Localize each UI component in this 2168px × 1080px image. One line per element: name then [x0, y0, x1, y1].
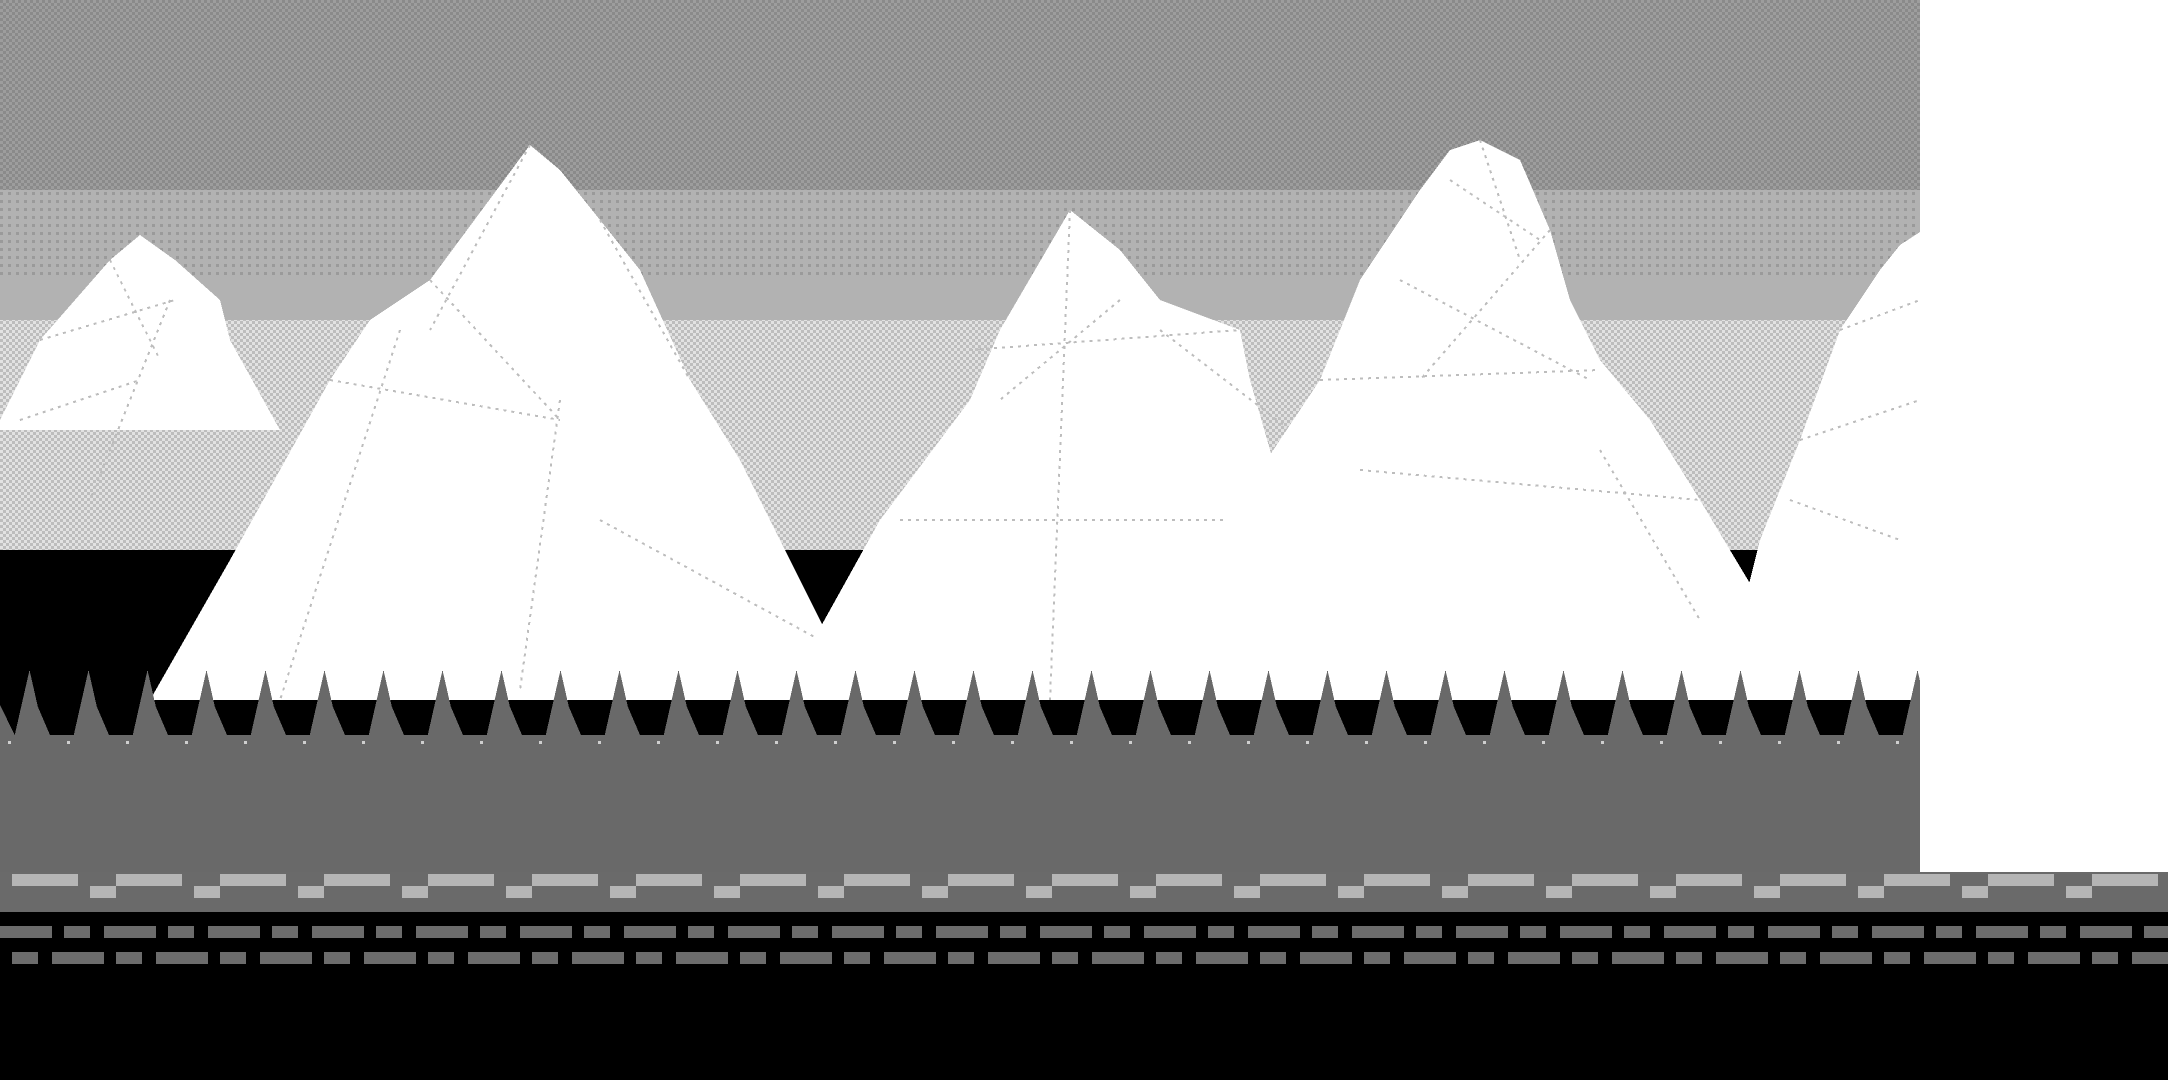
- pine-tree: [138, 700, 168, 735]
- pine-tree: [964, 700, 994, 735]
- pine-tree: [1672, 700, 1702, 735]
- pine-tree: [1495, 700, 1525, 735]
- pine-tree: [1613, 700, 1643, 735]
- pine-tree: [1790, 700, 1820, 735]
- mountain-ridge-line: [279, 329, 401, 701]
- mountain-ridge-line: [1789, 499, 1901, 541]
- pine-tree: [315, 700, 345, 735]
- mountain-ridge-line: [1839, 299, 1921, 331]
- pine-tree: [905, 700, 935, 735]
- mountain-peak: [0, 235, 280, 430]
- mountain-ridge-line: [1399, 279, 1591, 381]
- pine-tree: [197, 700, 227, 735]
- mountain-ridge-line: [1049, 209, 1071, 701]
- pine-tree: [374, 700, 404, 735]
- pine-tree: [20, 700, 50, 735]
- mountain-ridge-line: [1159, 329, 1291, 431]
- pine-tree: [1259, 700, 1289, 735]
- blank-right-region: [1920, 0, 2168, 872]
- pine-tree: [551, 700, 581, 735]
- pine-tree: [1318, 700, 1348, 735]
- pine-tree: [1849, 700, 1879, 735]
- pine-tree: [1082, 700, 1112, 735]
- pine-tree: [1141, 700, 1171, 735]
- pine-tree: [669, 700, 699, 735]
- pine-tree: [1023, 700, 1053, 735]
- mountain-ridge-line: [329, 379, 561, 421]
- mountain-peak: [1720, 232, 1920, 700]
- mountain-ridge-line: [19, 379, 141, 421]
- mountain-ridge-line: [1599, 449, 1701, 621]
- mountain-ridge-line: [1449, 179, 1541, 241]
- mountain-ridge-line: [599, 519, 821, 641]
- mountain-peak: [1110, 140, 1800, 700]
- forest-silhouette: [0, 670, 1938, 872]
- mountain-ridge-line: [429, 144, 531, 331]
- mountain-ridge-line: [1319, 369, 1601, 381]
- pine-tree: [433, 700, 463, 735]
- pine-tree: [1731, 700, 1761, 735]
- pine-tree: [846, 700, 876, 735]
- pine-tree: [787, 700, 817, 735]
- pine-tree: [1554, 700, 1584, 735]
- pine-tree: [79, 700, 109, 735]
- mountain-ridge-line: [969, 329, 1241, 351]
- pine-tree: [610, 700, 640, 735]
- mountain-range: [0, 139, 1921, 701]
- mountain-ridge-line: [1799, 399, 1921, 441]
- mountain-ridge-line: [519, 399, 561, 691]
- pine-tree: [1377, 700, 1407, 735]
- pine-tree: [256, 700, 286, 735]
- mountain-ridge-line: [1359, 469, 1701, 501]
- road: [0, 912, 2168, 1080]
- pine-tree: [728, 700, 758, 735]
- pine-tree: [492, 700, 522, 735]
- mountain-ridge-line: [1479, 139, 1521, 261]
- mountain-ridge-line: [109, 259, 161, 361]
- mountain-ridge-line: [1419, 229, 1551, 381]
- mountain-ridge-line: [999, 299, 1121, 401]
- track-border: [0, 872, 2168, 912]
- mountain-peak: [150, 145, 860, 700]
- mountain-ridge-line: [599, 219, 691, 381]
- pine-tree: [1200, 700, 1230, 735]
- pine-tree: [1436, 700, 1466, 735]
